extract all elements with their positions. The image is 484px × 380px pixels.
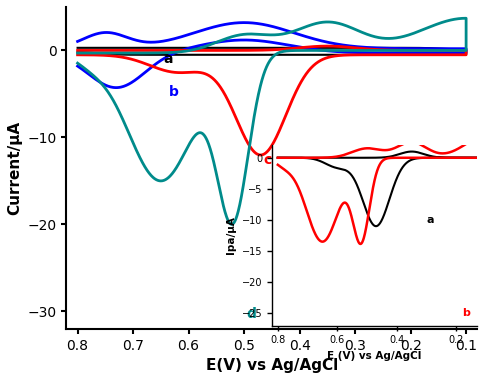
Text: c: c xyxy=(263,152,271,166)
X-axis label: E(V) vs Ag/AgCl: E(V) vs Ag/AgCl xyxy=(205,358,337,373)
Y-axis label: Current/μA: Current/μA xyxy=(7,121,22,215)
Text: b: b xyxy=(169,85,179,99)
Text: d: d xyxy=(246,307,256,321)
Text: a: a xyxy=(163,52,173,66)
